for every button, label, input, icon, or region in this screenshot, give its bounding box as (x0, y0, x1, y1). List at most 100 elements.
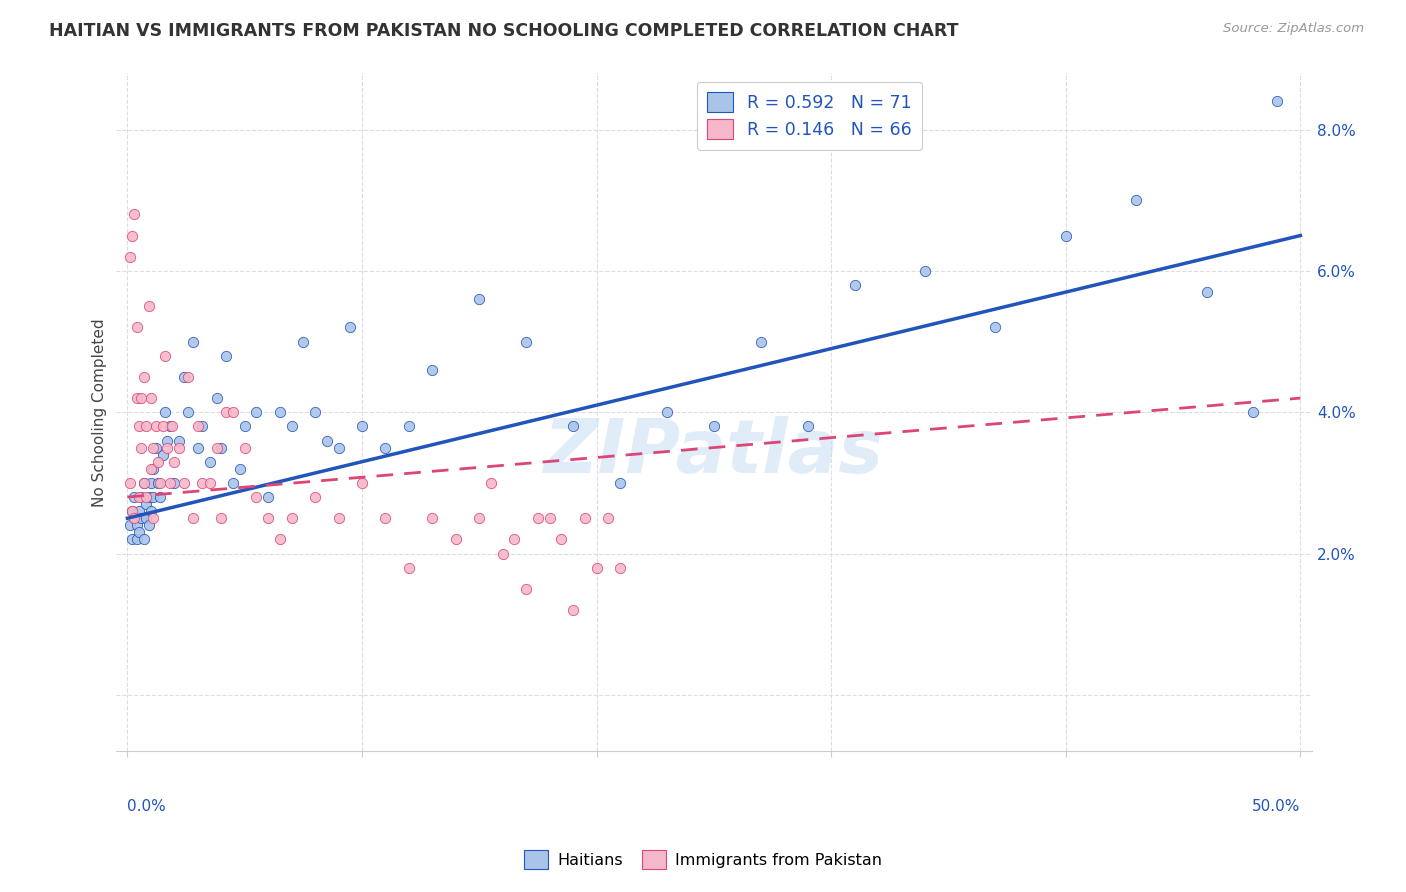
Point (269, 405, 291, 419)
Point (1054, 228, 1077, 243)
Point (138, 490, 160, 504)
Point (121, 533, 143, 547)
Point (187, 419, 209, 434)
Point (280, 419, 302, 434)
Point (128, 525, 150, 540)
Point (257, 511, 280, 525)
Point (132, 475, 155, 490)
Point (128, 419, 150, 434)
Text: HAITIAN VS IMMIGRANTS FROM PAKISTAN NO SCHOOLING COMPLETED CORRELATION CHART: HAITIAN VS IMMIGRANTS FROM PAKISTAN NO S… (49, 22, 959, 40)
Point (304, 490, 326, 504)
Point (339, 320, 361, 334)
Point (257, 490, 280, 504)
Point (609, 560, 631, 574)
Point (269, 533, 291, 547)
Point (160, 419, 183, 434)
Point (585, 560, 607, 574)
Point (125, 533, 148, 547)
Point (131, 391, 153, 405)
Point (167, 434, 190, 448)
Point (191, 419, 214, 434)
Point (131, 490, 153, 504)
Point (315, 434, 337, 448)
Point (609, 475, 631, 490)
Point (142, 462, 165, 476)
Point (177, 370, 200, 384)
Point (374, 441, 396, 455)
Point (145, 441, 167, 455)
Point (156, 441, 179, 455)
Point (574, 511, 596, 525)
Text: Source: ZipAtlas.com: Source: ZipAtlas.com (1223, 22, 1364, 36)
Point (131, 441, 153, 455)
Point (245, 490, 267, 504)
Point (598, 511, 620, 525)
Point (167, 441, 190, 455)
Point (135, 419, 157, 434)
Point (153, 405, 176, 419)
Point (229, 462, 252, 476)
Point (1243, 405, 1265, 419)
Point (139, 391, 162, 405)
Point (124, 511, 146, 525)
Point (159, 419, 181, 434)
Point (125, 320, 148, 334)
Point (125, 391, 148, 405)
Point (233, 419, 256, 434)
Point (173, 475, 195, 490)
Point (492, 547, 515, 561)
Point (703, 419, 725, 434)
Point (142, 441, 165, 455)
Point (1125, 193, 1147, 207)
Point (422, 511, 444, 525)
Point (118, 475, 141, 490)
Point (198, 475, 221, 490)
Point (191, 475, 214, 490)
Point (121, 504, 143, 518)
Point (177, 405, 200, 419)
Point (205, 441, 228, 455)
Point (124, 490, 146, 504)
Point (398, 560, 420, 574)
Point (562, 419, 585, 434)
Point (139, 462, 162, 476)
Point (468, 292, 491, 306)
Point (152, 419, 174, 434)
Point (152, 448, 174, 462)
Point (135, 497, 157, 511)
Point (1265, 95, 1288, 109)
Point (562, 603, 585, 617)
Point (538, 511, 561, 525)
Point (124, 207, 146, 221)
Point (198, 455, 221, 469)
Point (350, 475, 373, 490)
Point (444, 533, 467, 547)
Point (796, 419, 818, 434)
Point (422, 363, 444, 377)
Point (163, 475, 186, 490)
Point (749, 334, 772, 349)
Point (125, 518, 148, 533)
Text: ZIPatlas: ZIPatlas (544, 417, 884, 490)
Point (138, 518, 160, 533)
Point (128, 490, 150, 504)
Point (914, 264, 936, 278)
Point (187, 441, 209, 455)
Legend: Haitians, Immigrants from Pakistan: Haitians, Immigrants from Pakistan (517, 844, 889, 875)
Point (503, 533, 526, 547)
Point (156, 434, 179, 448)
Point (145, 419, 167, 434)
Point (118, 518, 141, 533)
Point (128, 504, 150, 518)
Point (131, 511, 153, 525)
Point (515, 334, 537, 349)
Point (209, 441, 232, 455)
Point (181, 334, 204, 349)
Point (124, 511, 146, 525)
Point (245, 405, 267, 419)
Point (209, 511, 232, 525)
Point (132, 533, 155, 547)
Text: 0.0%: 0.0% (128, 799, 166, 814)
Point (479, 475, 502, 490)
Point (138, 299, 160, 313)
